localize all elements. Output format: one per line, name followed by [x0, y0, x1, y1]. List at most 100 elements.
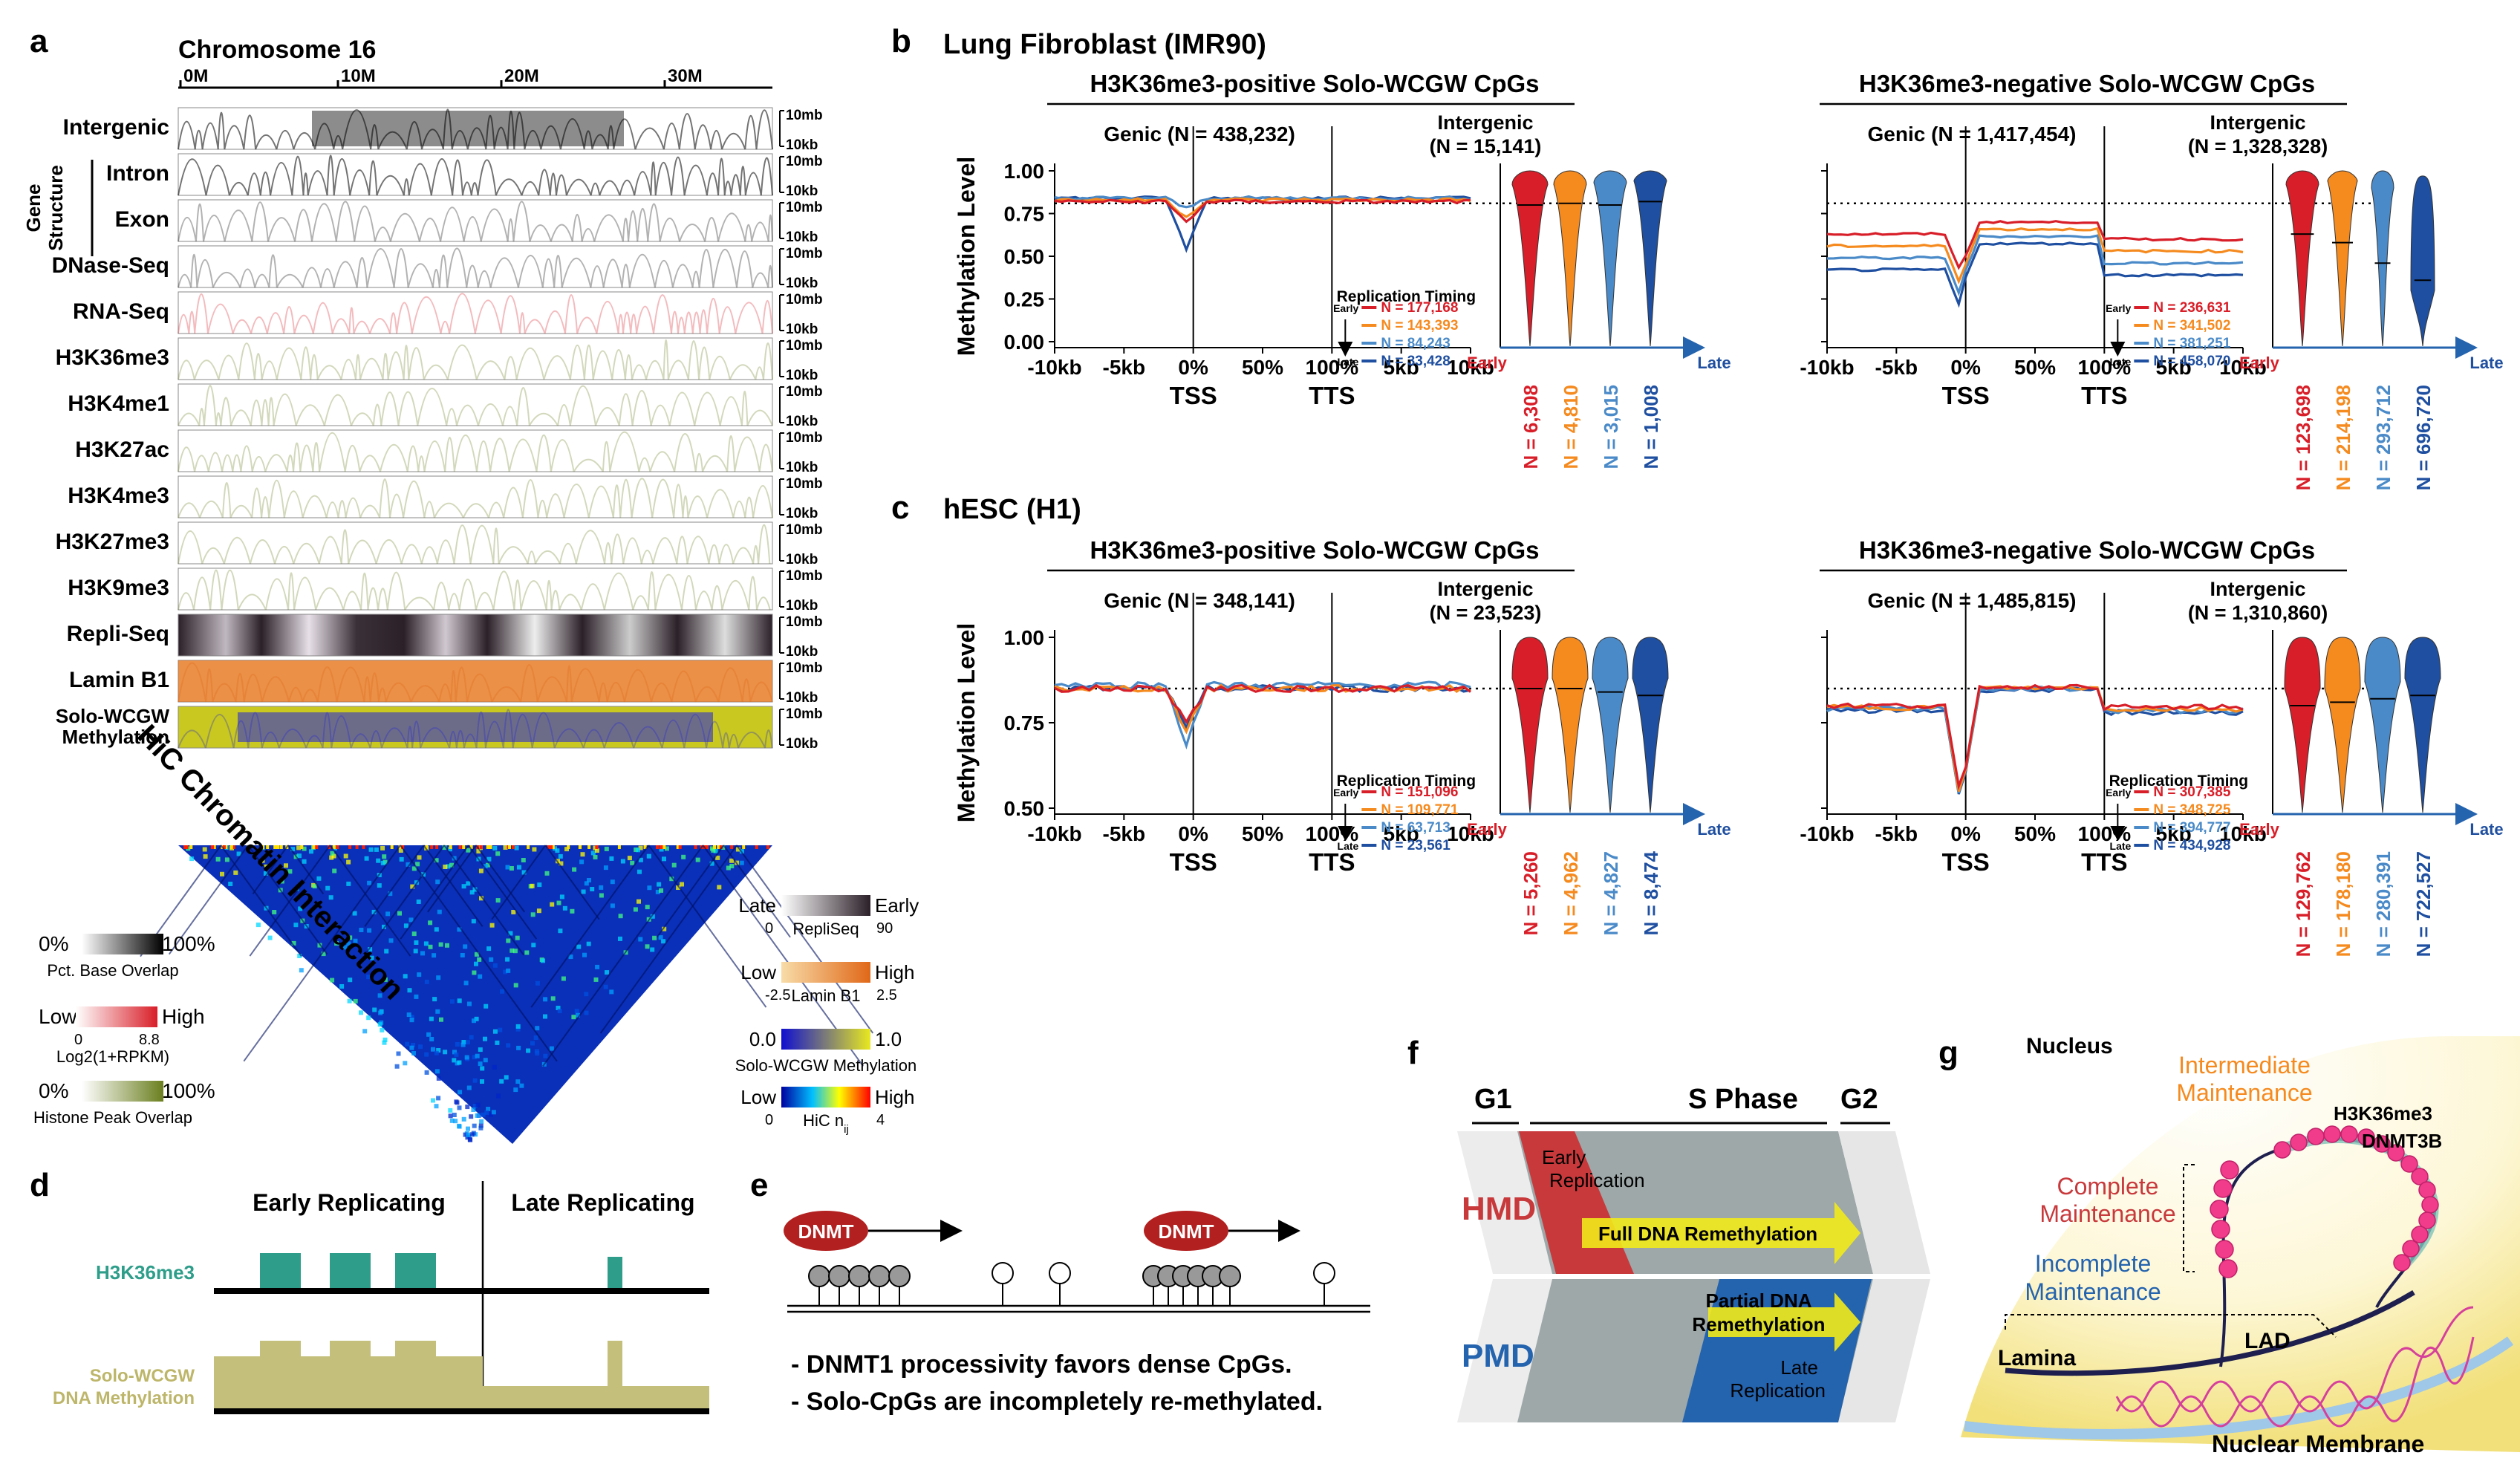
hic-cell — [680, 882, 684, 887]
rt-legend-count: N = 143,393 — [1381, 318, 1458, 334]
hic-diagonal-cell — [212, 845, 216, 849]
hic-cell — [530, 1041, 535, 1046]
violin-count: N = 280,391 — [2372, 851, 2394, 957]
hic-cell — [711, 848, 716, 853]
complete-bracket — [2183, 1164, 2195, 1272]
hic-cell — [394, 1064, 400, 1069]
hic-cell — [362, 1029, 368, 1034]
hic-diagonal-cell — [717, 845, 720, 849]
hic-stripe — [427, 845, 477, 913]
hic-cell — [676, 885, 681, 890]
tts-label: TTS — [1309, 848, 1355, 876]
hic-cell — [659, 888, 664, 893]
methylated-cpg — [848, 1265, 870, 1287]
violin-early-label: Early — [2239, 354, 2280, 372]
dnmt3b-bead — [2307, 1128, 2325, 1145]
hic-cell — [366, 1015, 371, 1021]
hic-cell — [469, 1132, 475, 1137]
incomplete-label-1: Incomplete — [2035, 1250, 2152, 1277]
hic-cell — [316, 876, 322, 881]
track-scale-top: 10mb — [786, 292, 823, 308]
hic-cell — [382, 977, 388, 982]
hic-cell — [582, 952, 587, 957]
rt-early-label: Early — [1333, 787, 1358, 798]
legend-high-label: 100% — [162, 932, 215, 955]
hic-cell — [321, 952, 326, 957]
hic-cell — [330, 978, 335, 983]
hic-diagonal-cell — [398, 845, 402, 849]
panel-b-title: Lung Fibroblast (IMR90) — [943, 29, 1266, 60]
profile-series-line — [1826, 683, 2244, 791]
violin — [1632, 637, 1669, 813]
hic-cell — [263, 871, 268, 876]
full-remethylation-label: Full DNA Remethylation — [1598, 1223, 1817, 1245]
hic-diagonal-cell — [222, 845, 226, 849]
violin — [2285, 170, 2319, 347]
hic-cell — [466, 1133, 471, 1137]
hic-cell — [469, 890, 475, 895]
x-tick-label: 50% — [1242, 822, 1283, 845]
hic-cell — [377, 993, 382, 998]
x-tick-label: -5kb — [1875, 356, 1918, 379]
dnmt3b-label: DNMT3B — [2362, 1130, 2442, 1152]
hic-cell — [439, 1017, 443, 1022]
hic-cell — [559, 861, 564, 866]
panel-letter-g: g — [1938, 1035, 1959, 1071]
genic-count: Genic (N = 1,417,454) — [1868, 123, 2077, 146]
dnmt3b-bead — [2411, 1168, 2429, 1185]
dnmt-enzyme-1: DNMT — [784, 1211, 963, 1251]
violin-count: N = 6,308 — [1520, 385, 1542, 469]
chromosome-tick-label: 10M — [341, 66, 376, 86]
hic-cell — [505, 957, 510, 962]
methylated-cpg — [828, 1265, 850, 1287]
hic-stripe — [443, 845, 525, 956]
legend-low-label: 0.0 — [749, 1028, 776, 1050]
hic-cell — [328, 895, 333, 900]
y-tick-label: 0.75 — [1004, 203, 1045, 226]
rt-legend-count: N = 151,096 — [1381, 784, 1458, 800]
track-intron: Intron 10mb 10kb — [106, 153, 823, 199]
hic-cell — [388, 891, 393, 897]
track-label: Intron — [106, 161, 169, 186]
panel-e: DNMT DNMT - DNMT1 processivity favors de… — [784, 1211, 1370, 1416]
panel-letter-d: d — [30, 1167, 50, 1203]
panel-letter-b: b — [891, 23, 911, 59]
hic-cell — [372, 1007, 377, 1012]
hic-cell — [605, 970, 609, 975]
hic-cell — [647, 885, 652, 891]
violin — [2410, 175, 2435, 347]
profile-series-line — [1826, 234, 2244, 296]
dnmt3b-bead — [2400, 1155, 2418, 1173]
violin — [1593, 170, 1627, 347]
tss-label: TSS — [1170, 848, 1217, 876]
hic-cell — [662, 856, 666, 862]
hic-cell — [189, 856, 195, 862]
rt-legend-count: N = 236,631 — [2153, 300, 2230, 316]
violin-early-label: Early — [1467, 354, 1508, 372]
hic-stripe — [247, 845, 328, 955]
hic-cell — [331, 853, 336, 859]
hic-cell — [495, 898, 501, 903]
hic-cell — [384, 949, 389, 954]
x-tick-label: -5kb — [1103, 822, 1146, 845]
profile-series-line — [1826, 220, 2244, 270]
hic-cell — [471, 1107, 476, 1112]
track-label: Intergenic — [63, 115, 169, 140]
hic-cell — [366, 975, 371, 980]
hic-cell — [506, 1043, 511, 1048]
hic-diagonal-cell — [659, 845, 662, 849]
hic-cell — [417, 855, 422, 860]
h3k36me3-label: H3K36me3 — [2334, 1102, 2432, 1125]
hic-cell — [426, 1032, 432, 1037]
hic-diagonal-cell — [713, 845, 716, 849]
y-tick-label: 0.50 — [1004, 797, 1045, 820]
hic-stripe — [220, 845, 302, 957]
legend-low-value: 0 — [74, 1032, 82, 1048]
hic-cell — [399, 856, 404, 862]
hic-cell — [669, 876, 674, 882]
hic-cell — [506, 968, 511, 973]
track-arcs — [178, 154, 773, 196]
track-rna-seq: RNA-Seq 10mb 10kb — [73, 291, 823, 337]
